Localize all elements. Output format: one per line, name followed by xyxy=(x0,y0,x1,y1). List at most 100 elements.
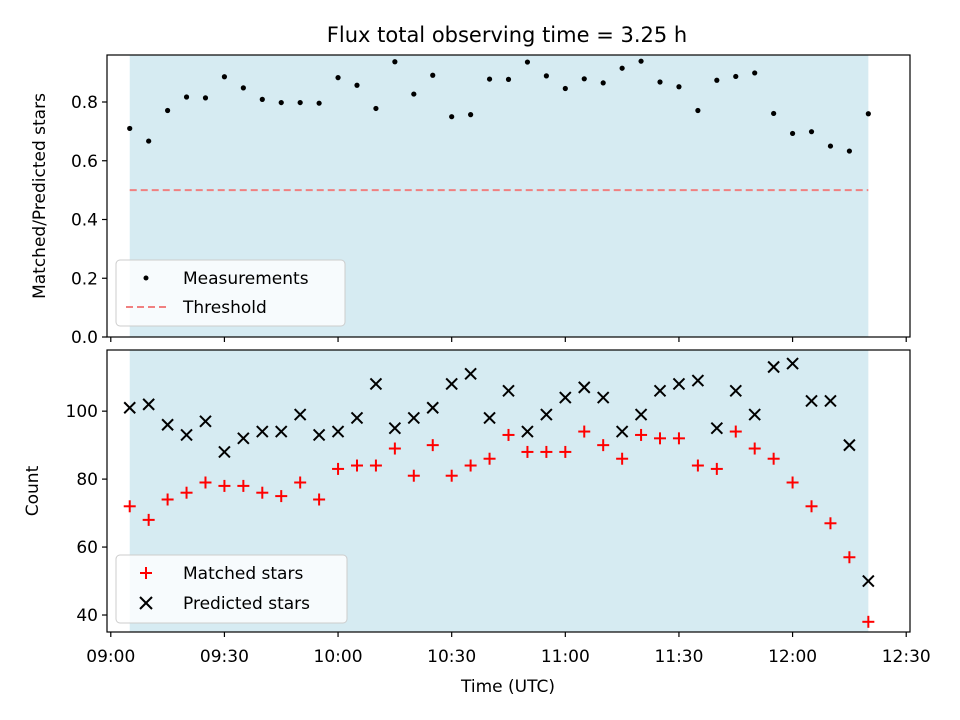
matched-point xyxy=(180,486,193,499)
y-tick-label: 80 xyxy=(76,470,98,490)
measurement-point xyxy=(581,76,587,82)
measurement-point xyxy=(657,79,663,85)
measurement-point xyxy=(865,111,871,117)
predicted-point xyxy=(293,408,307,421)
bottom-axes-frame xyxy=(106,349,911,633)
measurement-point xyxy=(752,70,758,76)
measurement-point xyxy=(183,94,190,100)
measurement-point xyxy=(789,130,796,137)
matched-point xyxy=(294,476,307,489)
predicted-point xyxy=(691,374,705,387)
top-x-ticks xyxy=(110,337,907,342)
bottom-x-ticks: 09:00 09:30 10:00 10:30 11:00 11:30 12:00 12:30 xyxy=(86,632,931,667)
predicted-point xyxy=(559,391,572,404)
predicted-point xyxy=(331,425,345,438)
x-tick-label: 12:30 xyxy=(882,647,931,667)
top-legend-box xyxy=(115,259,346,327)
x-tick-label: 11:30 xyxy=(654,647,703,667)
matched-point xyxy=(483,452,496,465)
predicted-point xyxy=(748,408,761,421)
legend-matched-marker xyxy=(140,567,152,579)
y-tick-label: 0.8 xyxy=(71,93,98,113)
chart-title: Flux total observing time = 3.25 h xyxy=(327,23,687,47)
x-tick-label: 10:30 xyxy=(427,647,476,667)
predicted-point xyxy=(123,401,136,414)
measurement-point xyxy=(695,107,701,114)
matched-point xyxy=(350,459,363,472)
measurement-point xyxy=(165,107,171,114)
predicted-point xyxy=(843,438,856,452)
measurement-points xyxy=(127,58,871,154)
matched-point xyxy=(445,469,458,482)
y-tick-label: 100 xyxy=(66,402,98,422)
y-tick-label: 0.2 xyxy=(71,269,98,289)
x-tick-label: 11:00 xyxy=(541,647,590,667)
predicted-point xyxy=(445,377,458,391)
matched-point xyxy=(597,439,610,452)
y-tick-label: 40 xyxy=(76,606,98,626)
measurement-point xyxy=(600,80,606,86)
matched-point xyxy=(237,479,250,492)
x-axis-label: Time (UTC) xyxy=(460,677,555,697)
predicted-point xyxy=(653,384,667,397)
matched-point xyxy=(862,615,875,628)
measurement-point xyxy=(524,59,531,65)
matched-point xyxy=(540,445,553,458)
matched-point xyxy=(559,445,572,458)
x-tick-label: 09:00 xyxy=(86,647,135,667)
predicted-points xyxy=(123,357,875,588)
matched-point xyxy=(123,500,136,513)
measurement-point xyxy=(771,110,777,117)
predicted-point xyxy=(786,357,799,370)
predicted-point xyxy=(275,425,288,438)
bottom-panel: 40 60 80 100 09:00 09:30 10:00 10:30 11:00 11:30… xyxy=(23,349,931,697)
matched-point xyxy=(672,432,685,445)
matched-point xyxy=(218,479,231,492)
measurement-point xyxy=(619,65,625,71)
measurement-point xyxy=(221,74,228,80)
matched-point xyxy=(691,459,704,472)
measurement-point xyxy=(354,82,360,88)
y-tick-label: 0.4 xyxy=(71,211,98,231)
bottom-y-ticks: 40 60 80 100 xyxy=(66,402,107,626)
bottom-y-axis-label: Count xyxy=(23,465,43,516)
matched-point xyxy=(332,462,345,475)
measurement-point xyxy=(373,105,379,112)
predicted-point xyxy=(256,425,269,438)
matched-points xyxy=(123,425,875,628)
predicted-point xyxy=(578,381,591,394)
matched-point xyxy=(635,428,648,441)
predicted-point xyxy=(237,432,250,445)
matched-point xyxy=(824,517,837,530)
predicted-point xyxy=(596,391,610,404)
predicted-point xyxy=(824,394,837,408)
predicted-point xyxy=(218,445,231,459)
measurement-point xyxy=(392,59,398,65)
predicted-point xyxy=(502,384,515,397)
bottom-legend-box xyxy=(115,554,348,624)
predicted-point xyxy=(142,398,155,411)
matched-point xyxy=(805,500,818,513)
predicted-point xyxy=(369,377,383,391)
y-tick-label: 60 xyxy=(76,538,98,558)
legend-measurements-marker xyxy=(143,275,149,281)
predicted-point xyxy=(615,425,629,438)
measurement-point xyxy=(146,138,152,144)
matched-point xyxy=(729,425,742,438)
matched-point xyxy=(388,442,401,455)
measurement-point xyxy=(411,91,417,97)
predicted-point xyxy=(426,401,439,414)
y-tick-label: 0.6 xyxy=(71,152,98,172)
predicted-point xyxy=(767,360,780,374)
predicted-point xyxy=(521,425,534,438)
measurement-point xyxy=(297,99,303,106)
matched-point xyxy=(256,486,269,499)
measurement-point xyxy=(430,72,436,78)
measurement-point xyxy=(468,112,474,118)
measurement-point xyxy=(638,58,644,64)
legend-predicted-label: Predicted stars xyxy=(183,594,310,614)
x-tick-label: 12:00 xyxy=(768,647,817,667)
matched-point xyxy=(578,425,591,438)
predicted-point xyxy=(862,574,875,588)
measurement-point xyxy=(202,95,209,101)
